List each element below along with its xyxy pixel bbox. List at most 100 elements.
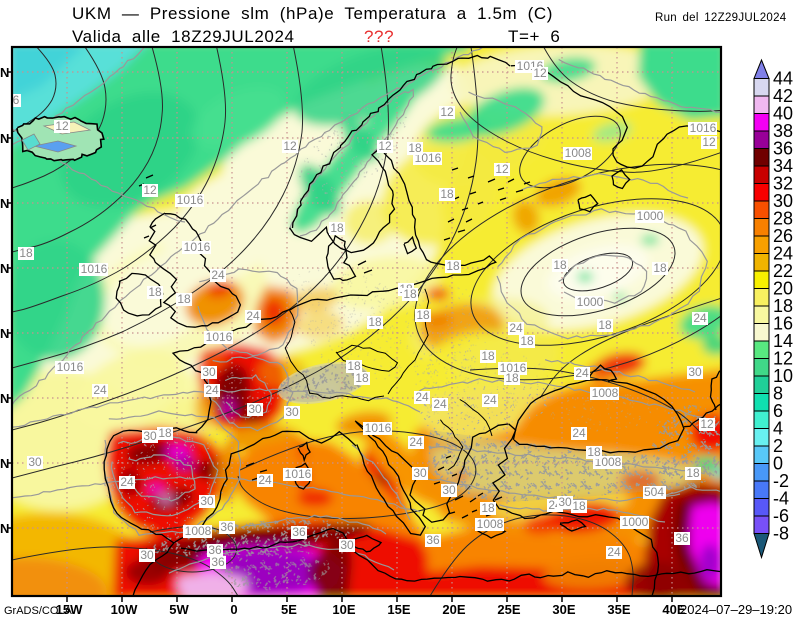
- svg-text:30: 30: [200, 494, 214, 508]
- svg-text:N: N: [0, 521, 9, 536]
- svg-text:30: 30: [143, 429, 157, 443]
- svg-text:12: 12: [700, 417, 714, 431]
- svg-text:22: 22: [773, 261, 793, 281]
- svg-text:36: 36: [675, 531, 689, 545]
- svg-text:1016: 1016: [81, 262, 108, 276]
- svg-text:1008: 1008: [592, 386, 619, 400]
- svg-text:6: 6: [13, 93, 20, 107]
- svg-text:Run del 12Z29JUL2024: Run del 12Z29JUL2024: [655, 12, 787, 24]
- svg-text:18: 18: [481, 349, 495, 363]
- svg-text:28: 28: [773, 209, 793, 229]
- svg-text:16: 16: [773, 314, 793, 334]
- svg-text:1000: 1000: [622, 515, 649, 529]
- svg-text:36: 36: [292, 525, 306, 539]
- svg-text:???: ???: [364, 27, 394, 46]
- svg-text:38: 38: [773, 121, 793, 141]
- svg-text:14: 14: [773, 331, 793, 351]
- svg-text:40E: 40E: [662, 602, 685, 617]
- svg-text:1000: 1000: [637, 209, 664, 223]
- svg-text:10: 10: [773, 366, 793, 386]
- svg-text:24: 24: [93, 383, 107, 397]
- svg-text:24: 24: [120, 475, 134, 489]
- svg-text:24: 24: [246, 309, 260, 323]
- svg-text:18: 18: [403, 287, 417, 301]
- svg-text:N: N: [0, 326, 9, 341]
- svg-text:18: 18: [355, 371, 369, 385]
- svg-text:40: 40: [773, 104, 793, 124]
- svg-text:26: 26: [773, 226, 793, 246]
- svg-text:1016: 1016: [500, 361, 527, 375]
- svg-text:1016: 1016: [365, 421, 392, 435]
- svg-text:18: 18: [19, 246, 33, 260]
- svg-text:24: 24: [415, 390, 429, 404]
- svg-text:36: 36: [208, 543, 222, 557]
- svg-text:24: 24: [258, 473, 272, 487]
- svg-text:24: 24: [205, 383, 219, 397]
- svg-text:12: 12: [55, 119, 69, 133]
- svg-text:1016: 1016: [285, 467, 312, 481]
- svg-text:36: 36: [220, 520, 234, 534]
- svg-text:42: 42: [773, 86, 793, 106]
- svg-text:-2: -2: [773, 471, 789, 491]
- svg-text:24: 24: [572, 426, 586, 440]
- svg-text:30: 30: [140, 548, 154, 562]
- svg-text:1016: 1016: [184, 240, 211, 254]
- svg-text:10E: 10E: [332, 602, 355, 617]
- svg-text:18: 18: [330, 221, 344, 235]
- svg-text:30: 30: [688, 365, 702, 379]
- svg-text:-6: -6: [773, 506, 789, 526]
- svg-text:24: 24: [575, 366, 589, 380]
- svg-text:18: 18: [505, 371, 519, 385]
- svg-text:1016: 1016: [690, 121, 717, 135]
- svg-text:18: 18: [520, 334, 534, 348]
- svg-text:18: 18: [553, 258, 567, 272]
- svg-text:N: N: [0, 391, 9, 406]
- svg-text:18: 18: [416, 308, 430, 322]
- svg-text:2: 2: [773, 436, 783, 456]
- svg-text:18: 18: [158, 426, 172, 440]
- svg-text:18: 18: [408, 141, 422, 155]
- svg-text:GrADS/COLA: GrADS/COLA: [4, 605, 73, 617]
- svg-text:30: 30: [558, 495, 572, 509]
- svg-text:18: 18: [598, 318, 612, 332]
- svg-text:12: 12: [283, 139, 297, 153]
- svg-text:30: 30: [442, 483, 456, 497]
- svg-text:1008: 1008: [565, 146, 592, 160]
- svg-text:18: 18: [440, 187, 454, 201]
- svg-text:18: 18: [481, 501, 495, 515]
- svg-text:5E: 5E: [281, 602, 297, 617]
- svg-text:1016: 1016: [206, 330, 233, 344]
- svg-text:30: 30: [248, 402, 262, 416]
- svg-text:10W: 10W: [111, 602, 138, 617]
- svg-text:30: 30: [413, 466, 427, 480]
- svg-text:6: 6: [773, 401, 783, 421]
- svg-text:12: 12: [440, 105, 454, 119]
- svg-text:36: 36: [211, 555, 225, 569]
- svg-text:N: N: [0, 261, 9, 276]
- svg-text:12: 12: [143, 183, 157, 197]
- svg-text:18: 18: [587, 445, 601, 459]
- svg-text:-8: -8: [773, 524, 789, 544]
- svg-text:24: 24: [693, 311, 707, 325]
- svg-text:30: 30: [773, 191, 793, 211]
- svg-text:Valida alle 18Z29JUL2024: Valida alle 18Z29JUL2024: [72, 27, 295, 46]
- svg-text:30: 30: [28, 455, 42, 469]
- svg-text:0: 0: [773, 454, 783, 474]
- svg-text:32: 32: [773, 174, 793, 194]
- svg-text:8: 8: [773, 384, 783, 404]
- svg-text:24: 24: [409, 435, 423, 449]
- svg-text:18: 18: [653, 261, 667, 275]
- svg-text:N: N: [0, 456, 9, 471]
- svg-text:15W: 15W: [56, 602, 83, 617]
- svg-text:24: 24: [433, 397, 447, 411]
- svg-text:24: 24: [509, 321, 523, 335]
- svg-text:18: 18: [446, 259, 460, 273]
- svg-text:N: N: [0, 131, 9, 146]
- svg-text:24: 24: [211, 268, 225, 282]
- svg-text:18: 18: [773, 296, 793, 316]
- svg-text:18: 18: [572, 499, 586, 513]
- svg-text:18: 18: [686, 466, 700, 480]
- svg-text:20: 20: [773, 279, 793, 299]
- svg-text:1008: 1008: [185, 524, 212, 538]
- svg-text:N: N: [0, 196, 9, 211]
